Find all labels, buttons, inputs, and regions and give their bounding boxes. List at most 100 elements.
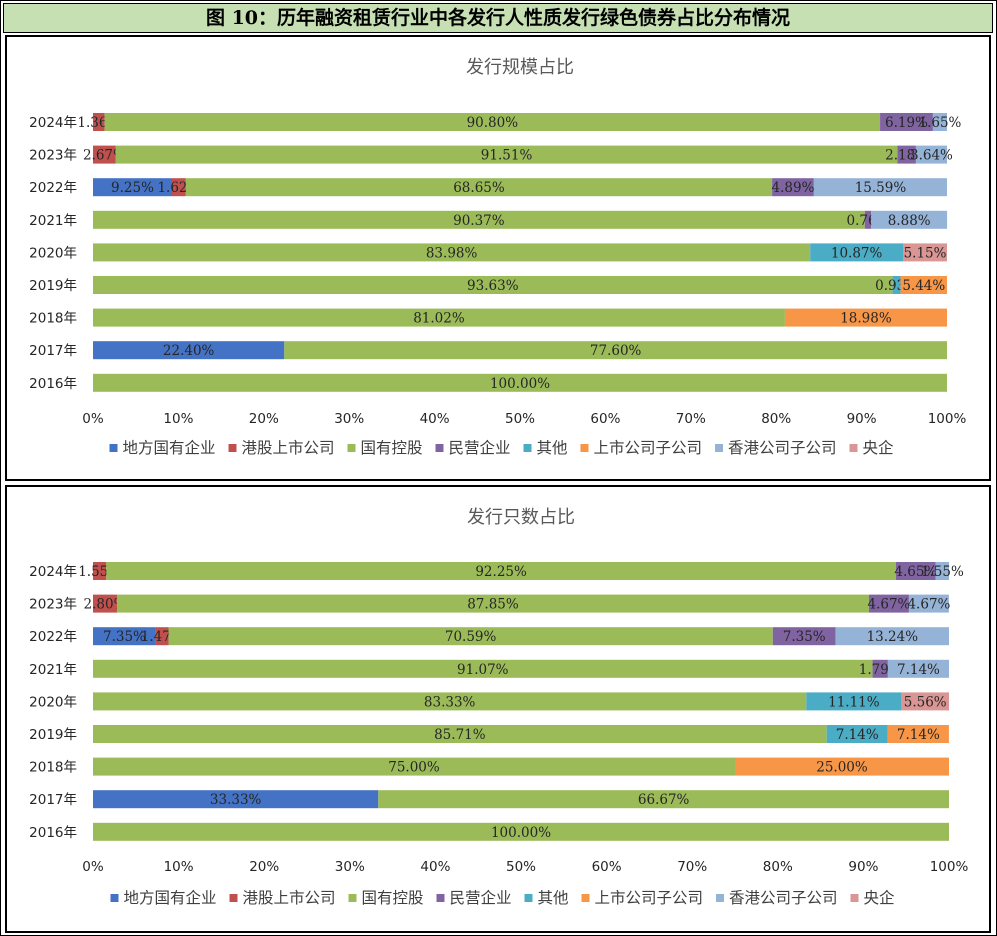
data-label: 9.25% — [111, 180, 154, 196]
x-tick-label: 40% — [420, 411, 450, 427]
category-label: 2018年 — [29, 760, 77, 776]
bar-segment — [116, 594, 869, 613]
data-label: 77.60% — [590, 343, 642, 359]
bar-segment — [93, 276, 893, 294]
data-label: 4.65% — [894, 564, 937, 580]
legend-swatch — [436, 894, 445, 902]
bar-segment — [106, 562, 896, 580]
legend-label: 国有控股 — [362, 889, 424, 907]
bar-segment — [872, 659, 888, 678]
bar-segment — [93, 210, 865, 229]
bar-segment — [93, 373, 947, 392]
bar-segment — [871, 210, 948, 229]
legend-swatch — [580, 444, 589, 452]
x-tick-label: 100% — [928, 411, 967, 427]
category-label: 2024年 — [29, 564, 77, 580]
x-tick-label: 70% — [676, 411, 706, 427]
bar-segment — [806, 692, 902, 711]
x-tick-label: 20% — [249, 411, 279, 427]
legend-swatch — [228, 444, 237, 452]
bar-segment — [93, 113, 105, 131]
data-label: 2.80% — [84, 597, 127, 613]
x-tick-label: 60% — [592, 859, 622, 875]
data-label: 91.51% — [481, 148, 533, 164]
bar-segment — [93, 692, 807, 711]
chart-title: 发行规模占比 — [466, 57, 574, 78]
category-label: 2022年 — [29, 629, 77, 645]
legend-label: 其他 — [538, 889, 569, 907]
data-label: 25.00% — [816, 760, 868, 776]
category-label: 2019年 — [29, 727, 77, 743]
x-tick-label: 40% — [420, 859, 450, 875]
data-label: 81.02% — [413, 311, 465, 327]
x-tick-label: 10% — [164, 859, 194, 875]
bar-segment — [932, 113, 947, 131]
data-label: 7.14% — [897, 662, 940, 678]
data-label: 6.19% — [885, 115, 928, 131]
legend-label: 香港公司子公司 — [728, 439, 837, 457]
bar-segment — [93, 243, 811, 262]
category-label: 2019年 — [29, 278, 77, 294]
data-label: 66.67% — [638, 792, 690, 808]
legend-label: 央企 — [864, 889, 896, 907]
bar-segment — [378, 790, 949, 809]
data-label: 8.88% — [888, 213, 931, 229]
data-label: 100.00% — [491, 825, 551, 841]
bar-segment — [104, 113, 881, 131]
legend-label: 上市公司子公司 — [595, 889, 704, 907]
data-label: 11.11% — [828, 694, 880, 710]
x-tick-label: 30% — [334, 411, 364, 427]
category-label: 2023年 — [29, 148, 77, 164]
bar-segment — [835, 627, 949, 646]
data-label: 4.89% — [772, 180, 815, 196]
legend-label: 上市公司子公司 — [594, 439, 703, 457]
legend-swatch — [523, 444, 532, 452]
bar-segment — [115, 145, 898, 164]
legend-label: 港股上市公司 — [243, 889, 336, 907]
data-label: 2.67% — [83, 148, 126, 164]
x-tick-label: 0% — [82, 859, 104, 875]
category-label: 2023年 — [29, 597, 77, 613]
data-label: 1.65% — [919, 115, 962, 131]
bar-segment — [864, 210, 872, 229]
chart-title: 发行只数占比 — [467, 507, 575, 528]
bar-segment — [892, 276, 901, 294]
data-label: 7.35% — [103, 629, 146, 645]
legend-swatch — [581, 894, 590, 902]
category-label: 2021年 — [29, 662, 77, 678]
bar-segment — [887, 659, 949, 678]
data-label: 91.07% — [457, 662, 509, 678]
data-label: 3.64% — [910, 148, 953, 164]
data-label: 75.00% — [388, 760, 440, 776]
data-label: 68.65% — [453, 180, 505, 196]
legend-label: 其他 — [537, 439, 568, 457]
bar-segment — [901, 692, 949, 711]
legend-swatch — [850, 894, 859, 902]
legend-label: 民营企业 — [450, 889, 512, 907]
data-label: 83.33% — [424, 694, 476, 710]
data-label: 13.24% — [867, 629, 919, 645]
legend-swatch — [715, 444, 723, 452]
bar-segment — [171, 178, 186, 197]
legend-swatch — [435, 444, 444, 452]
bar-segment — [868, 594, 909, 613]
category-label: 2018年 — [29, 311, 77, 327]
data-label: 70.59% — [445, 629, 497, 645]
legend-swatch — [348, 894, 357, 902]
legend-label: 香港公司子公司 — [729, 889, 838, 907]
legend-label: 央企 — [863, 439, 895, 457]
category-label: 2016年 — [29, 376, 77, 392]
category-label: 2017年 — [29, 343, 77, 359]
data-label: 15.59% — [855, 180, 907, 196]
bar-segment — [772, 178, 814, 197]
bar-segment — [93, 562, 107, 580]
data-label: 18.98% — [840, 311, 892, 327]
x-tick-label: 60% — [590, 411, 620, 427]
data-label: 85.71% — [434, 727, 486, 743]
data-label: 22.40% — [163, 343, 215, 359]
x-tick-label: 90% — [847, 411, 877, 427]
bar-segment — [185, 178, 773, 197]
